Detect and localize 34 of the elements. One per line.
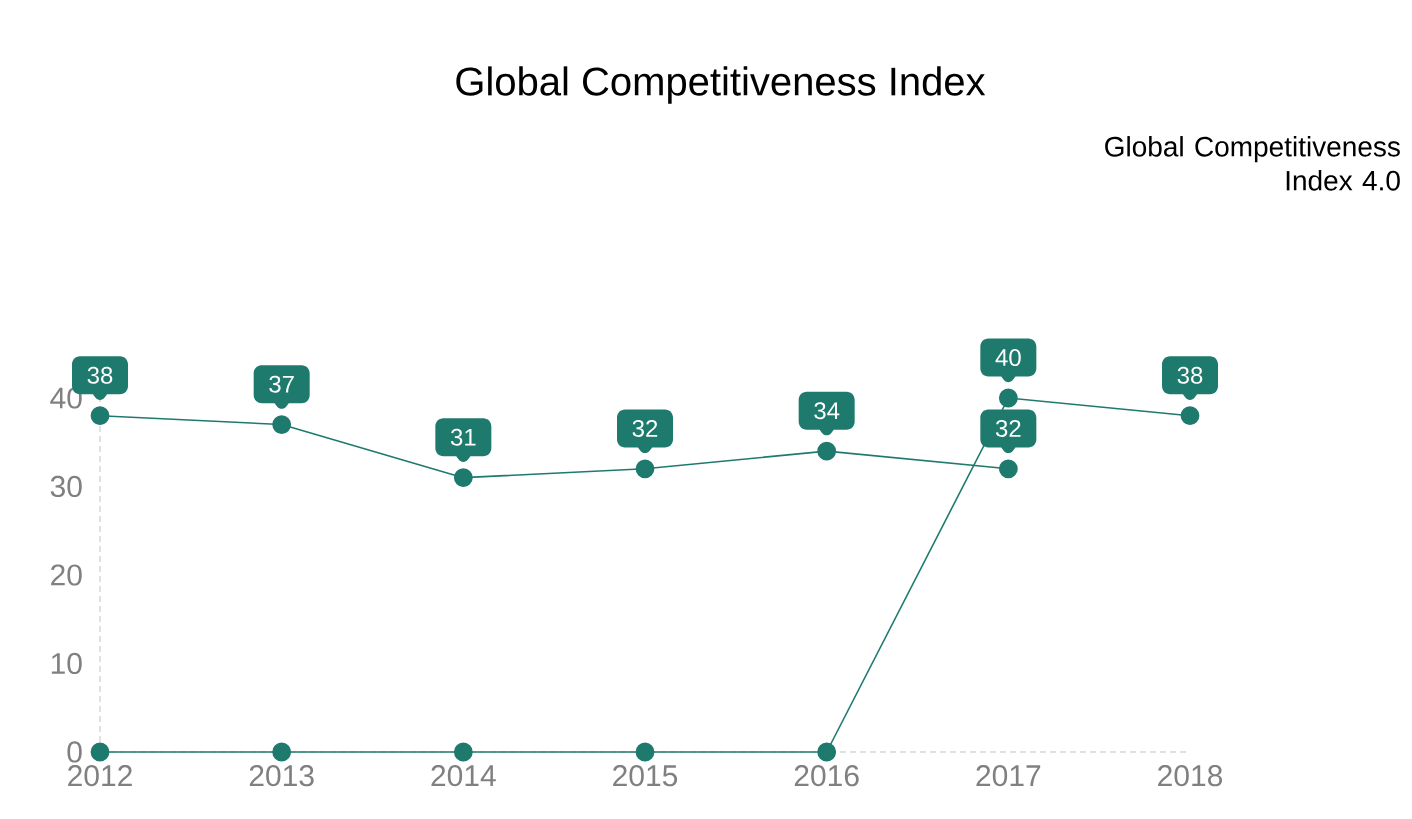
y-tick-label: 20: [51, 564, 82, 586]
point: [998, 388, 1018, 408]
point: [1180, 406, 1200, 426]
data-label: 38: [1177, 366, 1203, 384]
point: [817, 441, 837, 461]
data-label: 34: [814, 402, 840, 420]
x-tick-label: 2017: [976, 765, 1041, 787]
x-tick-label: 2014: [431, 765, 496, 787]
point: [817, 742, 837, 762]
chart-title: Global Competitiveness Index: [456, 66, 986, 104]
data-label: 32: [632, 419, 658, 437]
data-label: 40: [995, 349, 1021, 367]
data-label: 37: [269, 375, 294, 393]
text: Global Competitiveness Index 4.0: [1105, 136, 1400, 191]
x-tick-label: 2016: [794, 765, 859, 787]
x-tick-label: 2018: [1158, 765, 1223, 787]
point: [635, 459, 655, 479]
point: [90, 742, 110, 762]
y-tick-label: 0: [67, 741, 82, 763]
x-tick-label: 2015: [613, 765, 678, 787]
point: [453, 468, 473, 488]
data-label: 32: [995, 419, 1021, 437]
point: [998, 459, 1018, 479]
y-tick-label: 30: [50, 475, 82, 498]
point: [272, 415, 292, 434]
data-label: 31: [450, 428, 476, 446]
y-tick-label: 10: [51, 652, 82, 675]
point: [272, 742, 292, 762]
point: [453, 742, 473, 762]
point: [635, 742, 655, 762]
data-label: 38: [87, 366, 113, 384]
x-tick-label: 2013: [249, 765, 314, 787]
point: [90, 406, 110, 426]
x-tick-label: 2012: [68, 765, 132, 787]
